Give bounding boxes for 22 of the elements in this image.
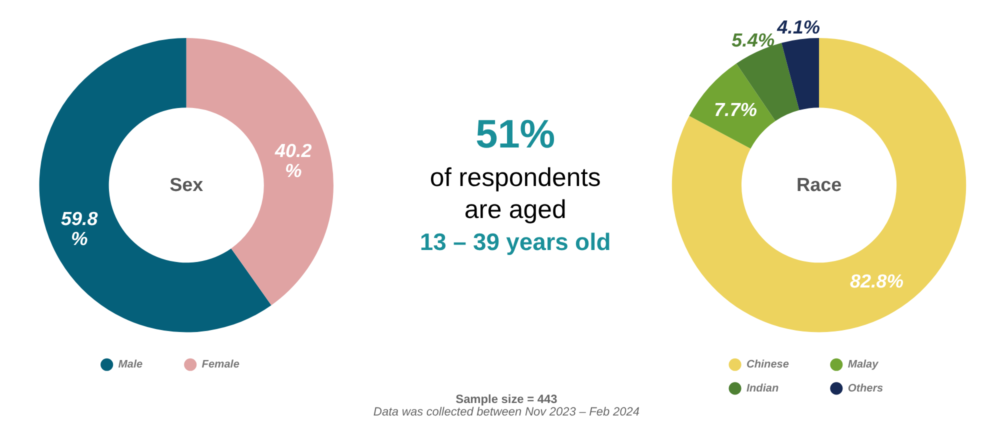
legend-label: Chinese bbox=[746, 358, 789, 371]
data-label: 4.1% bbox=[776, 17, 820, 38]
legend-label: Female bbox=[202, 358, 240, 371]
data-label: 82.8% bbox=[850, 271, 904, 292]
text: of respondents are aged bbox=[430, 164, 601, 224]
text: Sex bbox=[170, 175, 204, 196]
text: 13 – 39 years old bbox=[420, 228, 611, 256]
text: 51% bbox=[476, 112, 556, 156]
donut-slice bbox=[689, 63, 776, 149]
text: Sample size = 443 bbox=[456, 392, 558, 406]
data-label: 40.2 % bbox=[274, 141, 312, 182]
legend-label: Malay bbox=[848, 358, 880, 371]
legend-label: Others bbox=[848, 382, 884, 394]
data-label: 7.7% bbox=[714, 100, 758, 122]
data-label: 5.4% bbox=[732, 30, 775, 52]
text: Data was collected between Nov 2023 – Feb 2024 bbox=[373, 404, 640, 419]
legend-label: Indian bbox=[746, 382, 779, 394]
donut-slice bbox=[782, 38, 820, 110]
text: Race bbox=[796, 175, 842, 196]
legend-label: Male bbox=[118, 358, 143, 371]
data-label: 59.8 % bbox=[60, 209, 98, 250]
donut-slice bbox=[39, 38, 272, 332]
